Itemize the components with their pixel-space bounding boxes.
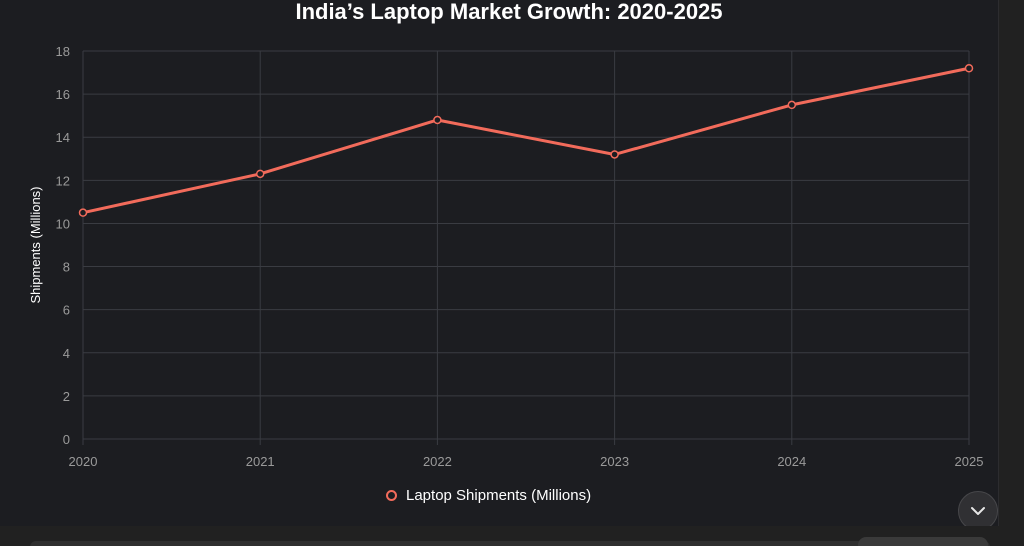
data-point bbox=[78, 208, 88, 217]
series-line bbox=[81, 66, 971, 215]
scroll-down-button[interactable] bbox=[958, 491, 998, 531]
y-tick-label: 4 bbox=[63, 346, 70, 361]
y-axis-label: Shipments (Millions) bbox=[28, 186, 43, 303]
y-tick-label: 10 bbox=[56, 216, 70, 231]
series-layer bbox=[78, 63, 974, 217]
data-point bbox=[787, 100, 797, 110]
legend[interactable]: Laptop Shipments (Millions) bbox=[386, 485, 591, 505]
data-point bbox=[964, 63, 974, 73]
right-gutter bbox=[999, 0, 1024, 546]
data-point bbox=[255, 169, 265, 179]
input-pill-edge[interactable] bbox=[858, 537, 988, 546]
x-tick-label: 2023 bbox=[600, 454, 629, 469]
message-input-edge[interactable] bbox=[30, 541, 990, 546]
y-tick-label: 14 bbox=[56, 130, 70, 145]
chevron-down-icon bbox=[971, 507, 985, 515]
x-tick-label: 2021 bbox=[246, 454, 275, 469]
y-tick-label: 16 bbox=[56, 87, 70, 102]
grid-layer bbox=[82, 50, 970, 445]
x-tick-label: 2024 bbox=[777, 454, 806, 469]
x-tick-label: 2022 bbox=[423, 454, 452, 469]
legend-label: Laptop Shipments (Millions) bbox=[406, 486, 592, 504]
y-tick-label: 0 bbox=[63, 432, 70, 447]
data-point bbox=[610, 150, 619, 159]
y-tick-label: 6 bbox=[63, 303, 70, 318]
chart-title: India’s Laptop Market Growth: 2020-2025 bbox=[295, 0, 723, 24]
y-tick-label: 18 bbox=[56, 44, 70, 59]
y-tick-label: 12 bbox=[56, 173, 70, 188]
chart-panel: India’s Laptop Market Growth: 2020-2025 … bbox=[28, 0, 999, 526]
data-point bbox=[433, 115, 442, 125]
y-tick-label: 2 bbox=[63, 389, 70, 404]
axis-layer: 0 2 4 6 8 10 12 14 16 18 2020 2021 2022 2023 2024 2025 bbox=[56, 44, 984, 469]
x-tick-label: 2025 bbox=[955, 454, 984, 469]
legend-marker-icon bbox=[386, 489, 397, 501]
x-tick-label: 2020 bbox=[69, 454, 98, 469]
y-tick-label: 8 bbox=[63, 260, 70, 275]
